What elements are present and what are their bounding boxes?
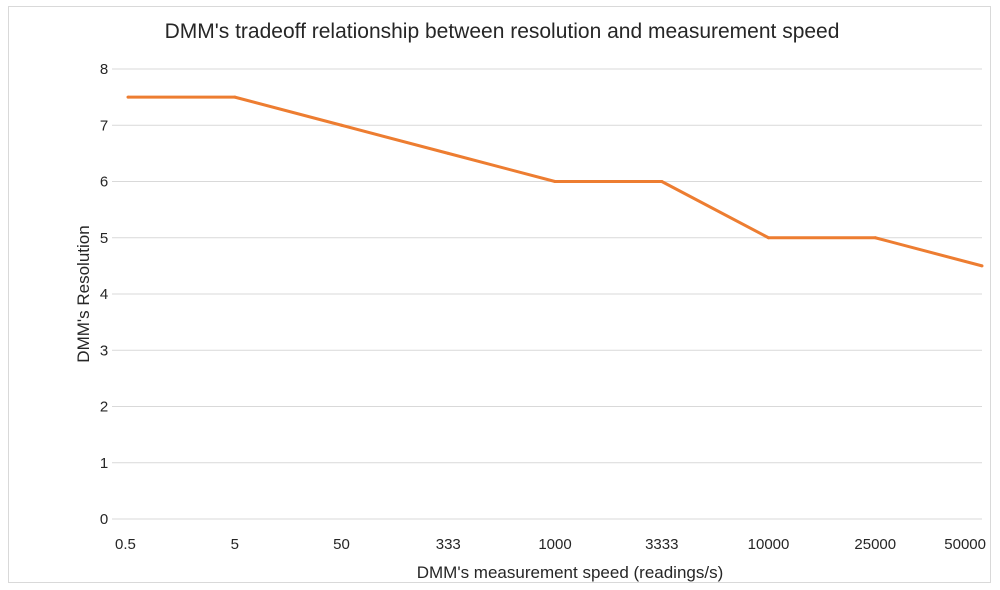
y-tick-label: 8 [100, 61, 108, 78]
y-tick-label: 2 [100, 399, 108, 416]
chart-title: DMM's tradeoff relationship between reso… [165, 20, 840, 43]
data-point [233, 95, 237, 99]
y-tick-label: 6 [100, 174, 108, 191]
x-tick-label: 3333 [645, 536, 678, 553]
x-tick-label: 0.5 [115, 536, 136, 553]
x-axis-ticks: 0.5 5 50 333 1000 3333 10000 25000 50000 [115, 536, 986, 553]
x-tick-label: 1000 [538, 536, 571, 553]
data-point [980, 264, 984, 268]
data-point [660, 180, 664, 183]
x-tick-label: 5 [231, 536, 239, 553]
data-point [126, 95, 130, 99]
x-tick-label: 333 [436, 536, 461, 553]
data-point [767, 236, 770, 240]
y-tick-label: 7 [100, 117, 108, 134]
data-point [553, 180, 557, 183]
gridlines [112, 68, 982, 520]
y-tick-label: 5 [100, 230, 108, 247]
data-point [340, 123, 343, 127]
x-tick-label: 50000 [944, 536, 986, 553]
y-axis-label: DMM's Resolution [74, 225, 93, 362]
y-tick-label: 3 [100, 342, 108, 359]
data-point [446, 151, 450, 155]
y-axis-ticks: 0 1 2 3 4 5 6 7 8 [100, 61, 108, 528]
x-tick-label: 10000 [748, 536, 790, 553]
data-point [873, 236, 877, 240]
x-tick-label: 50 [333, 536, 350, 553]
x-tick-label: 25000 [854, 536, 896, 553]
series-layer [126, 95, 984, 268]
y-tick-label: 1 [100, 455, 108, 472]
x-axis-label: DMM's measurement speed (readings/s) [417, 563, 724, 582]
y-tick-label: 4 [100, 286, 108, 303]
y-tick-label: 0 [100, 511, 108, 528]
